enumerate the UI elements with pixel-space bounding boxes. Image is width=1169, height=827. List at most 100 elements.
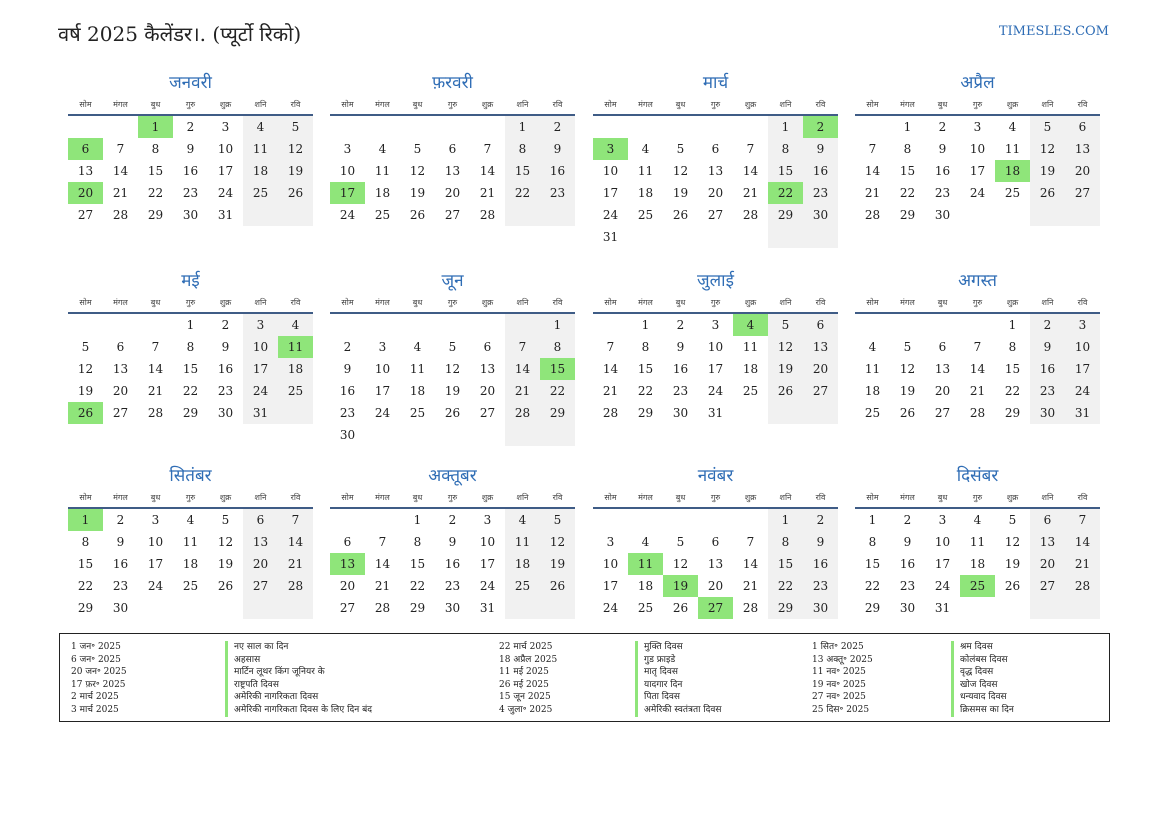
day-cell[interactable]: 16 [217, 362, 234, 376]
day-cell[interactable]: 17 [707, 362, 724, 376]
day-cell[interactable]: 3 [343, 142, 352, 156]
day-cell[interactable]: 21 [374, 579, 391, 593]
day-cell[interactable]: 19 [217, 557, 234, 571]
day-cell[interactable]: 12 [278, 138, 313, 160]
day-cell[interactable]: 10 [1065, 336, 1100, 358]
day-cell[interactable]: 5 [903, 340, 912, 354]
day-cell[interactable]: 27 [77, 208, 94, 222]
day-cell[interactable]: 17 [243, 358, 278, 380]
day-cell[interactable]: 29 [147, 208, 164, 222]
day-cell[interactable]: 17 [969, 164, 986, 178]
day-cell[interactable]: 16 [339, 384, 356, 398]
day-cell[interactable]: 27 [1065, 182, 1100, 204]
day-cell[interactable]: 12 [1004, 535, 1021, 549]
day-cell[interactable]: 18 [243, 160, 278, 182]
day-cell[interactable]: 29 [182, 406, 199, 420]
day-cell[interactable]: 13 [934, 362, 951, 376]
day-cell[interactable]: 1 [903, 120, 912, 134]
day-cell[interactable]: 30 [182, 208, 199, 222]
day-cell[interactable]: 16 [444, 557, 461, 571]
day-cell[interactable]: 23 [803, 575, 838, 597]
day-cell[interactable]: 29 [1004, 406, 1021, 420]
day-cell[interactable]: 27 [339, 601, 356, 615]
day-cell[interactable]: 9 [221, 340, 230, 354]
day-cell[interactable]: 28 [112, 208, 129, 222]
day-cell[interactable]: 16 [803, 553, 838, 575]
day-cell[interactable]: 28 [479, 208, 496, 222]
day-cell[interactable]: 14 [602, 362, 619, 376]
day-cell[interactable]: 16 [672, 362, 689, 376]
day-cell[interactable]: 16 [112, 557, 129, 571]
day-cell[interactable]: 6 [711, 535, 720, 549]
day-cell[interactable]: 13 [1065, 138, 1100, 160]
day-cell[interactable]: 22 [637, 384, 654, 398]
day-cell[interactable]: 28 [602, 406, 619, 420]
day-cell[interactable]: 25 [182, 579, 199, 593]
day-cell[interactable]: 1 [540, 314, 575, 336]
day-cell[interactable]: 27 [243, 575, 278, 597]
day-cell[interactable]: 17 [479, 557, 496, 571]
day-cell[interactable]: 20 [934, 384, 951, 398]
day-cell[interactable]: 28 [1065, 575, 1100, 597]
day-cell[interactable]: 15 [637, 362, 654, 376]
day-cell[interactable]: 21 [505, 380, 540, 402]
day-cell[interactable]: 10 [969, 142, 986, 156]
day-cell[interactable]: 19 [1030, 160, 1065, 182]
day-cell[interactable]: 21 [969, 384, 986, 398]
day-cell[interactable]: 15 [77, 557, 94, 571]
day-cell[interactable]: 15 [768, 160, 803, 182]
day-cell[interactable]: 28 [742, 208, 759, 222]
day-cell[interactable]: 27 [934, 406, 951, 420]
day-cell[interactable]: 7 [505, 336, 540, 358]
day-cell[interactable]: 15 [864, 557, 881, 571]
day-cell[interactable]: 14 [742, 557, 759, 571]
day-cell[interactable]: 12 [444, 362, 461, 376]
day-cell[interactable]: 10 [147, 535, 164, 549]
day-cell[interactable]: 25 [409, 406, 426, 420]
day-cell[interactable]: 16 [540, 160, 575, 182]
site-link[interactable]: TIMESLES.COM [998, 24, 1109, 39]
day-cell[interactable]: 25 [742, 384, 759, 398]
day-cell[interactable]: 10 [602, 557, 619, 571]
day-cell[interactable]: 26 [899, 406, 916, 420]
day-cell[interactable]: 4 [243, 116, 278, 138]
holiday-day-cell[interactable]: 25 [960, 575, 995, 597]
day-cell[interactable]: 31 [707, 406, 724, 420]
day-cell[interactable]: 26 [278, 182, 313, 204]
day-cell[interactable]: 4 [1008, 120, 1017, 134]
day-cell[interactable]: 15 [182, 362, 199, 376]
day-cell[interactable]: 23 [339, 406, 356, 420]
holiday-day-cell[interactable]: 3 [593, 138, 628, 160]
day-cell[interactable]: 3 [973, 120, 982, 134]
day-cell[interactable]: 17 [602, 579, 619, 593]
day-cell[interactable]: 7 [116, 142, 125, 156]
day-cell[interactable]: 22 [899, 186, 916, 200]
day-cell[interactable]: 31 [243, 402, 278, 424]
day-cell[interactable]: 22 [409, 579, 426, 593]
day-cell[interactable]: 2 [343, 340, 352, 354]
day-cell[interactable]: 16 [182, 164, 199, 178]
day-cell[interactable]: 3 [711, 318, 720, 332]
day-cell[interactable]: 20 [1065, 160, 1100, 182]
day-cell[interactable]: 2 [803, 509, 838, 531]
day-cell[interactable]: 1 [641, 318, 650, 332]
day-cell[interactable]: 9 [803, 531, 838, 553]
day-cell[interactable]: 12 [768, 336, 803, 358]
day-cell[interactable]: 7 [746, 142, 755, 156]
day-cell[interactable]: 27 [1030, 575, 1065, 597]
day-cell[interactable]: 12 [899, 362, 916, 376]
day-cell[interactable]: 25 [1004, 186, 1021, 200]
day-cell[interactable]: 8 [641, 340, 650, 354]
day-cell[interactable]: 31 [479, 601, 496, 615]
day-cell[interactable]: 3 [483, 513, 492, 527]
day-cell[interactable]: 8 [505, 138, 540, 160]
day-cell[interactable]: 23 [444, 579, 461, 593]
day-cell[interactable]: 26 [768, 380, 803, 402]
day-cell[interactable]: 3 [606, 535, 615, 549]
day-cell[interactable]: 9 [938, 142, 947, 156]
day-cell[interactable]: 1 [768, 509, 803, 531]
day-cell[interactable]: 17 [374, 384, 391, 398]
day-cell[interactable]: 2 [938, 120, 947, 134]
day-cell[interactable]: 20 [707, 186, 724, 200]
day-cell[interactable]: 19 [899, 384, 916, 398]
